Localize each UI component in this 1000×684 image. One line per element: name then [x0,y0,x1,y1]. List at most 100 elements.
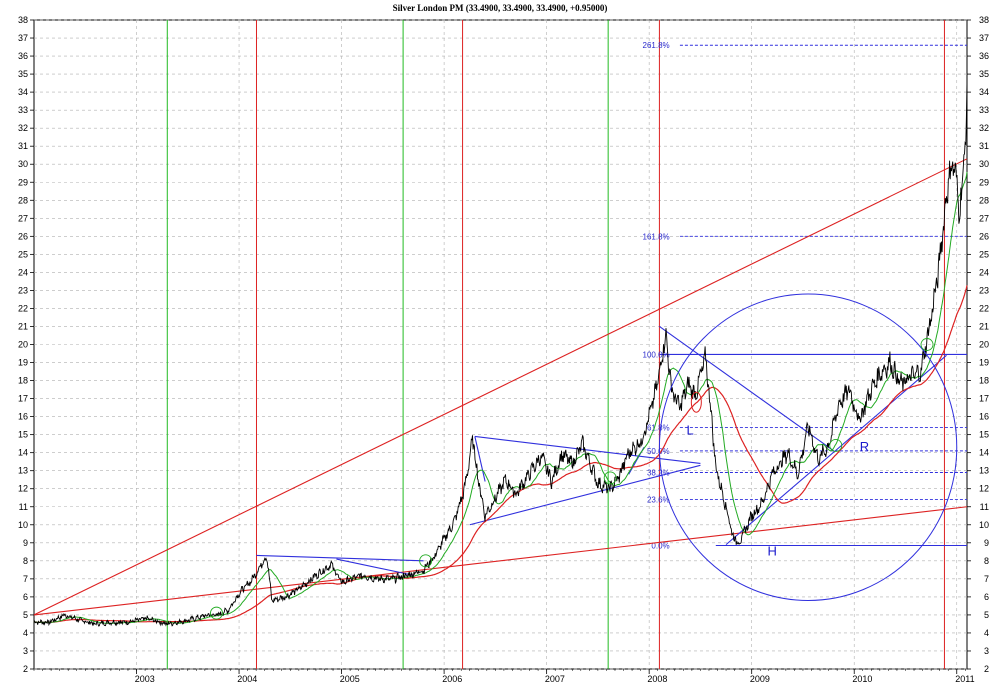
y-tick-label: 3 [23,646,28,656]
fib-level-label: 100.0% [643,350,670,359]
y-tick-label: 34 [979,87,989,97]
y-tick-label: 20 [18,340,28,350]
y-tick-label: 24 [979,267,989,277]
trend-line [725,354,947,546]
crossover-marker [419,554,433,568]
y-tick-label: 28 [18,195,28,205]
y-tick-label: 15 [18,430,28,440]
grid [34,19,967,670]
y-tick-label: 25 [18,249,28,259]
y-tick-label: 22 [18,303,28,313]
y-tick-label: 29 [18,177,28,187]
fib-level-label: 161.8% [643,232,670,241]
y-tick-label: 15 [979,430,989,440]
y-tick-label: 13 [979,466,989,476]
crossover-marker [210,606,223,620]
y-tick-label: 24 [18,267,28,277]
annotation-label: R [860,439,869,454]
y-tick-label: 3 [984,646,989,656]
x-tick-label: 2008 [647,674,667,684]
trend-line [474,435,701,465]
y-tick-label: 17 [18,394,28,404]
y-tick-label: 27 [979,213,989,223]
x-tick-label: 2004 [237,674,257,684]
x-axis: 2003 2004 2005 2006 2007 2008 2009 2010 2011 [33,669,975,684]
y-tick-label: 32 [18,123,28,133]
y-tick-label: 8 [984,556,989,566]
y-tick-label: 28 [979,195,989,205]
fib-level-label: 0.0% [651,542,669,551]
y-tick-label: 16 [979,412,989,422]
y-tick-label: 29 [979,177,989,187]
y-tick-label: 33 [18,105,28,115]
y-tick-label: 31 [18,141,28,151]
y-tick-label: 2 [984,664,989,674]
x-tick-label: 2010 [852,674,872,684]
y-tick-label: 34 [18,87,28,97]
y-tick-label: 22 [979,303,989,313]
y-tick-label: 10 [979,520,989,530]
y-tick-label: 7 [23,574,28,584]
annotation-shapes [210,293,958,620]
series-group [33,81,968,627]
fib-level-label: 61.8% [647,423,670,432]
y-tick-label: 14 [979,448,989,458]
fib-level-label: 261.8% [643,41,670,50]
fib-level-label: 38.2% [647,468,670,477]
trend-line [33,506,968,616]
y-tick-label: 6 [23,592,28,602]
x-tick-label: 2005 [340,674,360,684]
trend-line [659,326,835,452]
y-tick-label: 11 [980,502,989,512]
y-tick-label: 6 [984,592,989,602]
x-tick-label: 2007 [545,674,565,684]
x-tick-label: 2011 [955,674,974,684]
y-tick-label: 23 [18,285,28,295]
chart-title: Silver London PM (33.4900, 33.4900, 33.4… [393,3,608,13]
fibonacci-levels: 0.0% 23.6% 38.2% 50.0% 61.8% 100.0% 161.8% 261.… [643,41,967,551]
crossover-marker [829,439,843,452]
y-tick-label: 37 [979,33,989,43]
y-tick-label: 20 [979,340,989,350]
y-tick-label: 36 [18,51,28,61]
y-tick-label: 7 [984,574,989,584]
trend-line [336,558,414,576]
y-tick-label: 12 [979,484,989,494]
crossover-marker [920,338,934,351]
y-tick-label: 23 [979,285,989,295]
x-tick-label: 2009 [750,674,770,684]
y-tick-label: 8 [23,556,28,566]
trend-line [256,554,424,562]
y-tick-label: 14 [18,448,28,458]
marker-ellipse [690,391,702,413]
y-axis-right: 2345678910111213141516171819202122232425… [967,15,989,674]
y-tick-label: 17 [979,394,989,404]
trend-lines [33,158,968,616]
y-axis-left: 2345678910111213141516171819202122232425… [18,15,34,674]
crossover-marker [603,471,617,485]
y-tick-label: 21 [979,321,989,331]
cycle-circle [658,293,958,601]
y-tick-label: 11 [19,502,28,512]
fib-level-label: 50.0% [647,447,670,456]
y-tick-label: 37 [18,33,28,43]
y-tick-label: 19 [979,358,989,368]
vertical-cycle-lines [166,20,945,669]
y-tick-label: 30 [979,159,989,169]
y-tick-label: 38 [18,15,28,25]
y-tick-label: 35 [18,69,28,79]
y-tick-label: 36 [979,51,989,61]
y-tick-label: 18 [979,376,989,386]
y-tick-label: 33 [979,105,989,115]
y-tick-label: 38 [979,15,989,25]
y-tick-label: 32 [979,123,989,133]
y-tick-label: 13 [18,466,28,476]
y-tick-label: 27 [18,213,28,223]
y-tick-label: 4 [984,628,989,638]
y-tick-label: 26 [18,231,28,241]
y-tick-label: 9 [23,538,28,548]
y-tick-label: 16 [18,412,28,422]
fib-level-label: 23.6% [647,496,670,505]
y-tick-label: 35 [979,69,989,79]
